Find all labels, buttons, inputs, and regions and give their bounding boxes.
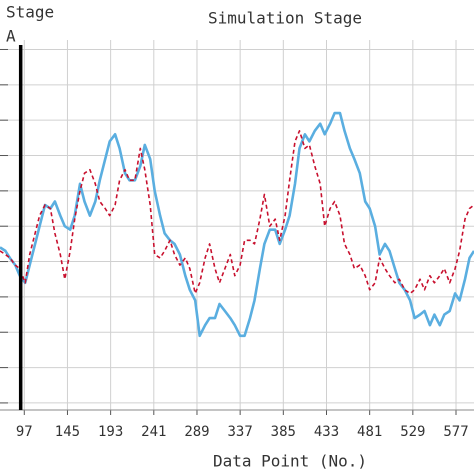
annotation-label: A bbox=[6, 27, 16, 46]
annotation-label: Stage bbox=[6, 3, 54, 22]
data-line bbox=[0, 130, 474, 295]
chart-title: Simulation Stage bbox=[208, 9, 362, 28]
x-tick-label: 433 bbox=[314, 424, 339, 440]
x-tick-label: 529 bbox=[400, 424, 425, 440]
x-tick-label: 193 bbox=[98, 424, 123, 440]
x-tick-label: 385 bbox=[271, 424, 296, 440]
x-tick-label: 241 bbox=[141, 424, 166, 440]
x-axis-label: Data Point (No.) bbox=[213, 452, 367, 471]
x-tick-label: 145 bbox=[55, 424, 80, 440]
x-tick-label: 577 bbox=[443, 424, 468, 440]
x-tick-label: 337 bbox=[227, 424, 252, 440]
data-line bbox=[0, 111, 474, 338]
x-tick-label: 481 bbox=[357, 424, 382, 440]
x-tick-label: 289 bbox=[184, 424, 209, 440]
x-tick-label: 97 bbox=[16, 424, 33, 440]
